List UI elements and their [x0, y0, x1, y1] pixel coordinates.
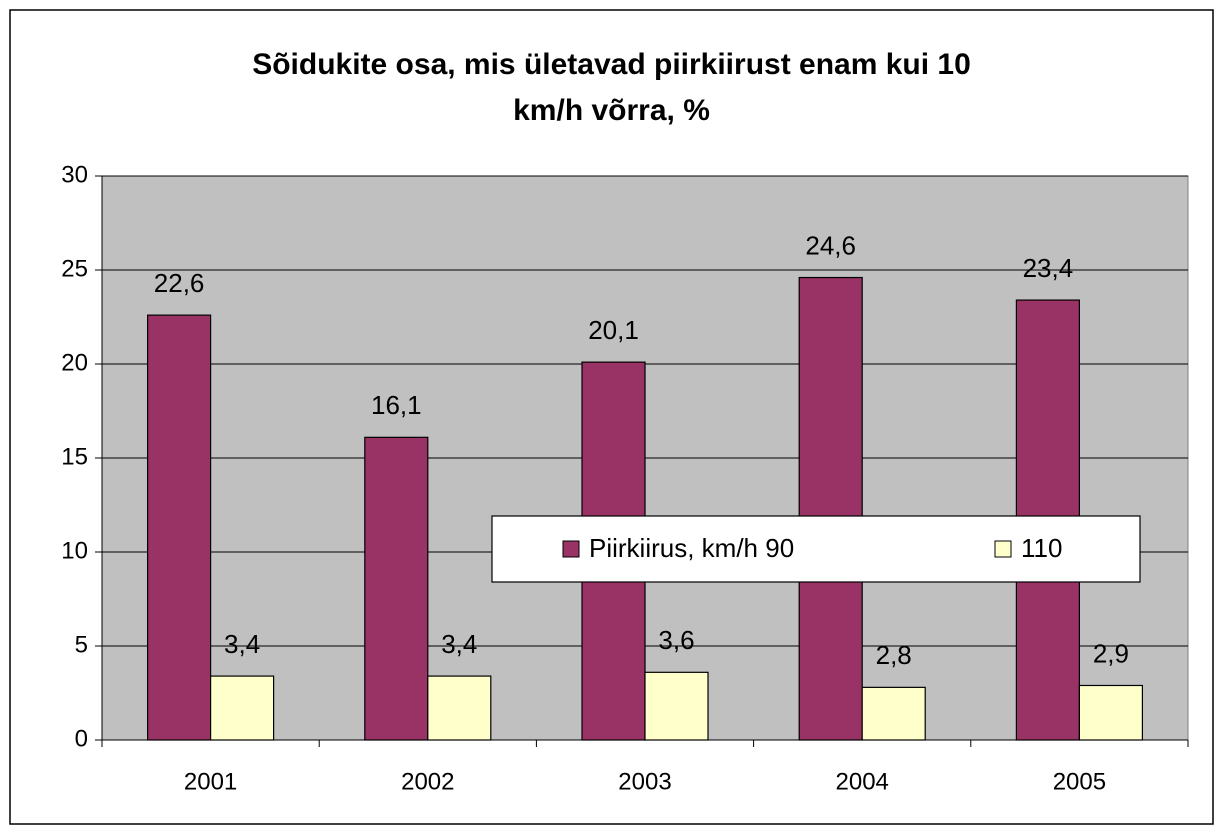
data-label: 3,4: [441, 629, 477, 659]
y-tick-label: 0: [75, 725, 88, 752]
legend-box: [491, 515, 1141, 583]
bar: [1078, 684, 1144, 741]
bar: [364, 436, 429, 741]
y-tick-label: 30: [61, 161, 88, 188]
chart-title: Sõidukite osa, mis ületavad piirkiirust …: [252, 48, 971, 127]
bar: [861, 686, 926, 741]
x-tick-label: 2004: [836, 768, 889, 795]
legend-swatch: [994, 540, 1012, 558]
data-label: 22,6: [154, 268, 205, 298]
x-tick-label: 2005: [1053, 768, 1106, 795]
y-tick-label: 20: [61, 349, 88, 376]
data-label: 23,4: [1023, 253, 1074, 283]
bar: [644, 671, 709, 741]
x-tick-label: 2003: [618, 768, 671, 795]
data-label: 2,9: [1093, 638, 1129, 668]
y-tick-label: 5: [75, 631, 88, 658]
legend-label: Piirkiirus, km/h 90: [589, 533, 794, 563]
y-tick-label: 15: [61, 443, 88, 470]
legend-swatch: [562, 540, 580, 558]
y-tick-label: 10: [61, 537, 88, 564]
bar: [798, 276, 863, 741]
y-tick-label: 25: [61, 255, 88, 282]
data-label: 20,1: [588, 315, 639, 345]
bar: [210, 675, 275, 741]
x-tick-label: 2002: [401, 768, 454, 795]
data-label: 3,4: [224, 629, 260, 659]
legend-label: 110: [1021, 533, 1062, 563]
x-tick-label: 2001: [184, 768, 237, 795]
data-label: 2,8: [876, 640, 912, 670]
data-label: 3,6: [658, 625, 694, 655]
bar: [147, 314, 212, 741]
bar: [427, 675, 492, 741]
data-label: 16,1: [371, 390, 422, 420]
data-label: 24,6: [805, 230, 856, 260]
title-box: Sõidukite osa, mis ületavad piirkiirust …: [0, 42, 1223, 134]
